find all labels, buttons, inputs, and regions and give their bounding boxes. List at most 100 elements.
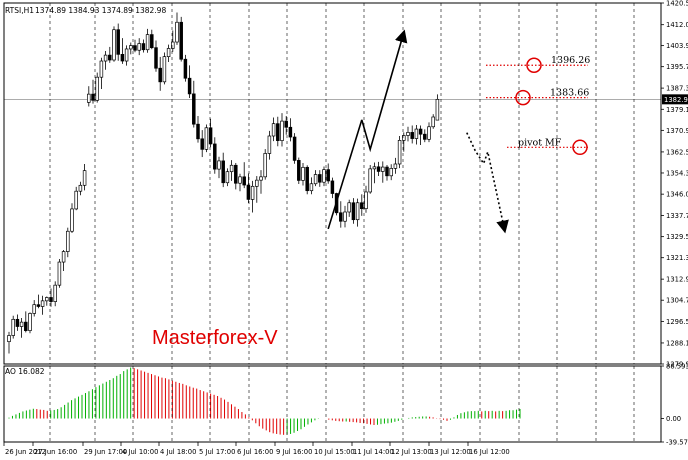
candle-body [347, 202, 351, 213]
candle-body [45, 297, 49, 302]
candle-body [74, 190, 78, 210]
x-tick-label: 13 Jul 12:00 [430, 448, 471, 456]
candle-body [301, 166, 305, 181]
candle-body [305, 166, 309, 192]
candle-body [246, 184, 251, 200]
candle-body [28, 313, 32, 331]
y-tick-label: 1329.50 [666, 233, 688, 241]
current-price-label: 1382.98 [664, 96, 688, 104]
trend-arrow-up [327, 119, 363, 230]
y-tick-label: 1354.30 [666, 169, 688, 177]
y-tick-label: 1420.50 [666, 0, 688, 8]
candle-body [271, 123, 276, 137]
y-tick-label: 1362.50 [666, 148, 688, 156]
candle-body [82, 170, 87, 186]
x-tick-label: 26 Jun 2012 [5, 448, 46, 456]
candle-body [217, 160, 221, 170]
ohlc-label: 1374.89 1384.93 1374.89 1382.98 [35, 6, 166, 15]
candle-body [393, 163, 398, 169]
candle-body [11, 318, 15, 336]
y-tick-label: 1337.70 [666, 212, 688, 220]
price-pane[interactable]: 1396.26 1383.66 pivot MF [4, 12, 661, 354]
y-tick-label: 1379.10 [666, 106, 688, 114]
x-tick-label: 10 Jul 15:00 [314, 448, 355, 456]
candle-body [309, 183, 314, 192]
candle-body [166, 48, 171, 58]
candle-body [385, 166, 389, 177]
price-frame [3, 2, 662, 365]
candle-body [175, 21, 179, 43]
candle-body [410, 132, 414, 139]
level-label: pivot MF [518, 137, 562, 148]
candle-body [91, 93, 95, 101]
x-tick-label: 12 Jul 13:00 [391, 448, 432, 456]
y-tick-label: 1403.90 [666, 42, 688, 50]
level-circle [526, 57, 542, 73]
candle-body [36, 304, 41, 307]
candle-body [255, 179, 259, 187]
x-tick-label: 16 Jul 12:00 [469, 448, 510, 456]
candle-body [95, 76, 99, 101]
candle-body [351, 202, 356, 221]
indicator-tick-label: 0.00 [666, 415, 681, 423]
candle-body [200, 138, 204, 150]
candle-body [288, 126, 293, 138]
candle-body [259, 176, 263, 181]
candle-body [103, 54, 108, 62]
candle-body [171, 41, 175, 49]
candle-body [187, 77, 192, 95]
candle-body [196, 123, 200, 140]
candle-body [99, 60, 104, 78]
candle-body [154, 47, 158, 69]
candle-body [280, 120, 284, 141]
candle-body [402, 135, 406, 141]
indicator-pane[interactable] [8, 367, 521, 435]
candle-body [141, 43, 146, 51]
candle-body [364, 191, 368, 210]
candle-body [326, 169, 330, 182]
candle-body [427, 126, 431, 140]
candle-body [112, 29, 116, 61]
candle-body [145, 34, 150, 51]
candle-body [133, 45, 137, 51]
candle-body [61, 251, 66, 263]
candle-body [208, 127, 213, 145]
candle-body [355, 202, 360, 221]
candle-body [162, 56, 167, 83]
candle-body [381, 166, 385, 172]
candle-body [183, 58, 188, 79]
candle-body [49, 297, 53, 302]
x-tick-label: 5 Jul 17:00 [199, 448, 235, 456]
candle-body [53, 284, 57, 302]
y-tick-label: 1279.90 [666, 361, 688, 369]
y-tick-label: 1395.70 [666, 63, 688, 71]
x-tick-label: 6 Jul 16:00 [237, 448, 273, 456]
candle-body [322, 169, 326, 183]
y-tick-label: 1370.90 [666, 127, 688, 135]
candle-body [234, 164, 238, 184]
candle-body [129, 45, 133, 50]
y-tick-label: 1312.95 [666, 276, 688, 284]
candle-body [343, 211, 347, 222]
candle-body [24, 321, 28, 331]
indicator-frame [3, 365, 662, 443]
candle-body [292, 136, 297, 161]
candle-body [57, 261, 62, 286]
candle-body [330, 180, 335, 194]
symbol-label: RTSI,H1 [5, 6, 34, 15]
candle-body [19, 321, 24, 327]
candle-body [238, 176, 242, 184]
y-tick-label: 1296.50 [666, 318, 688, 326]
candle-body [376, 166, 381, 172]
candle-body [150, 34, 154, 49]
candle-body [389, 168, 393, 177]
candle-body [87, 93, 91, 103]
candle-body [7, 335, 11, 343]
candle-body [406, 132, 410, 136]
candle-body [78, 184, 83, 192]
candle-body [124, 48, 129, 62]
candle-body [213, 143, 217, 170]
x-tick-label: 27 Jun 16:00 [34, 448, 77, 456]
